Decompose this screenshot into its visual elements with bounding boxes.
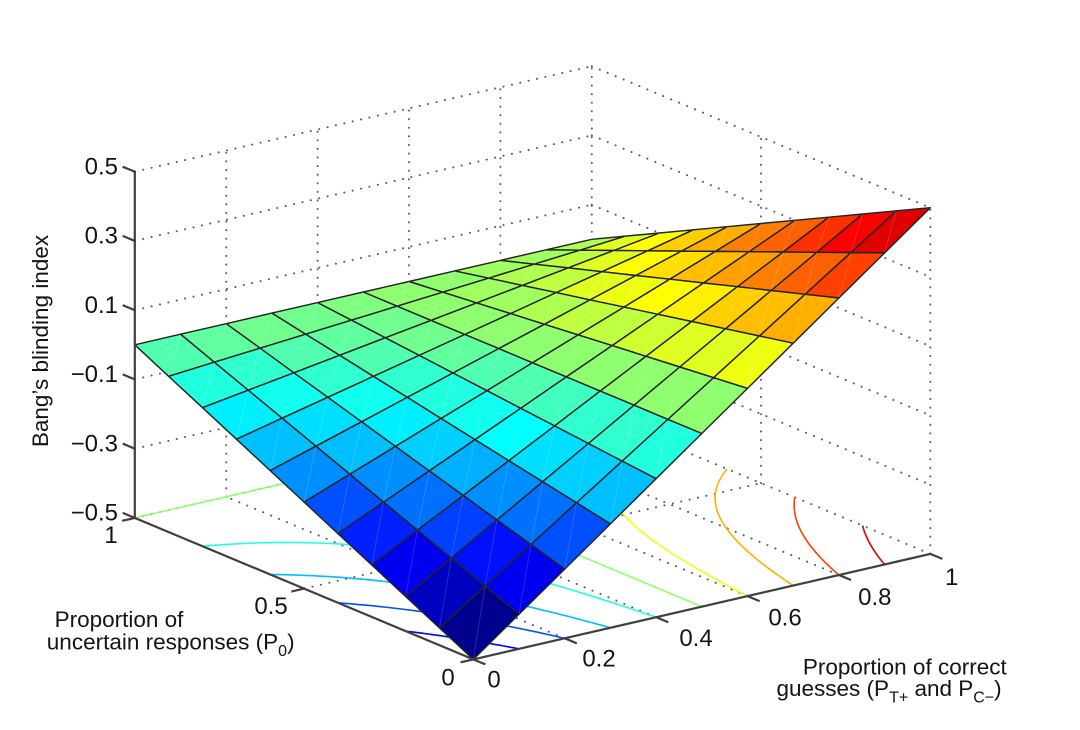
- svg-text:0: 0: [441, 664, 454, 691]
- svg-text:0: 0: [487, 666, 500, 693]
- svg-text:0.5: 0.5: [254, 593, 287, 620]
- svg-text:−0.1: −0.1: [71, 361, 118, 388]
- svg-text:−0.5: −0.5: [71, 500, 118, 527]
- svg-text:Proportion of: Proportion of: [55, 607, 185, 632]
- svg-text:guesses (PT+ and PC−): guesses (PT+ and PC−): [777, 676, 1002, 707]
- svg-text:1: 1: [104, 522, 117, 549]
- svg-text:0.8: 0.8: [858, 584, 891, 611]
- svg-text:0.6: 0.6: [768, 604, 801, 631]
- svg-text:0.5: 0.5: [85, 154, 118, 181]
- svg-text:0.3: 0.3: [85, 223, 118, 250]
- svg-text:1: 1: [945, 564, 958, 591]
- svg-text:Proportion of correct: Proportion of correct: [803, 655, 1008, 680]
- svg-text:0.1: 0.1: [85, 292, 118, 319]
- svg-text:0.2: 0.2: [582, 645, 615, 672]
- svg-text:0.4: 0.4: [679, 625, 712, 652]
- svg-text:−0.3: −0.3: [71, 430, 118, 457]
- svg-text:Bang’s blinding index: Bang’s blinding index: [28, 234, 53, 447]
